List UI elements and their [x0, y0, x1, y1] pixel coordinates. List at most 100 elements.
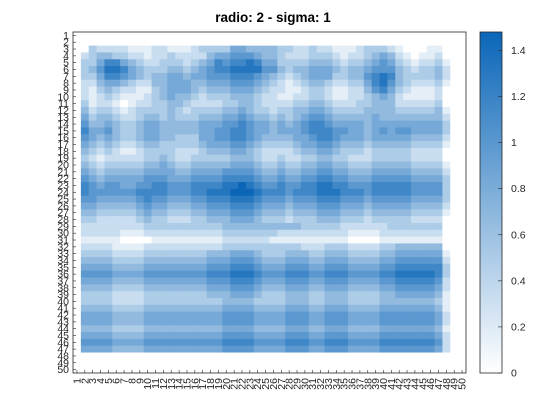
heatmap-cell [434, 243, 443, 251]
heatmap-cell [371, 222, 380, 231]
heatmap-cell [434, 188, 443, 197]
x-tick-label: 14 [174, 378, 186, 390]
heatmap-cell [269, 338, 278, 347]
heatmap-cell [245, 202, 255, 210]
heatmap-cell [285, 93, 294, 101]
heatmap-cell [175, 113, 184, 122]
heatmap-cell [371, 345, 380, 353]
heatmap-cell [190, 141, 200, 149]
heatmap-cell [253, 147, 263, 156]
heatmap-cell [285, 107, 294, 115]
heatmap-cell [214, 236, 223, 244]
heatmap-cell [332, 86, 341, 94]
heatmap-cell [308, 38, 318, 47]
heatmap-cell [418, 134, 428, 142]
heatmap-cell [418, 291, 428, 299]
heatmap-cell [316, 175, 325, 183]
heatmap-cell [355, 325, 365, 333]
heatmap-cell [80, 120, 90, 128]
heatmap-cell [410, 195, 420, 203]
heatmap-cell [410, 263, 420, 272]
heatmap-cell [387, 93, 396, 101]
heatmap-cell [418, 66, 428, 74]
heatmap-cell [340, 325, 349, 333]
heatmap-cell [293, 318, 302, 326]
heatmap-cell [167, 107, 176, 115]
heatmap-cell [387, 338, 396, 347]
heatmap-cell [151, 120, 160, 128]
heatmap-cell [277, 45, 286, 53]
heatmap-cell [151, 134, 160, 142]
heatmap-cell [159, 325, 168, 333]
heatmap-cell [112, 188, 121, 197]
heatmap-cell [403, 263, 412, 272]
heatmap-cell [253, 127, 263, 135]
heatmap-cell [458, 107, 467, 115]
heatmap-cell [308, 32, 318, 40]
heatmap-cell [442, 263, 451, 272]
heatmap-cell [442, 250, 451, 258]
heatmap-cell [293, 154, 302, 162]
heatmap-cell [230, 175, 239, 183]
heatmap-cell [190, 325, 200, 333]
heatmap-cell [450, 304, 459, 313]
heatmap-cell [167, 154, 176, 162]
heatmap-cell [112, 134, 121, 142]
heatmap-cell [175, 59, 184, 67]
heatmap-cell [450, 182, 459, 190]
y-tick-label: 2 [63, 37, 69, 49]
heatmap-cell [355, 79, 365, 87]
heatmap-cell [332, 38, 341, 47]
heatmap-cell [340, 202, 349, 210]
heatmap-cell [261, 113, 270, 122]
heatmap-cell [379, 345, 388, 353]
heatmap-cell [387, 86, 396, 94]
heatmap-cell [143, 297, 152, 306]
heatmap-cell [112, 175, 121, 183]
heatmap-cell [80, 93, 90, 101]
heatmap-cell [190, 107, 200, 115]
heatmap-cell [379, 93, 388, 101]
heatmap-cell [458, 338, 467, 347]
heatmap-cell [159, 284, 168, 292]
heatmap-cell [175, 338, 184, 347]
heatmap-cell [308, 359, 318, 367]
heatmap-cell [190, 188, 200, 197]
heatmap-cell [261, 304, 270, 313]
heatmap-cell [293, 229, 302, 237]
heatmap-cell [340, 38, 349, 47]
heatmap-cell [261, 86, 270, 94]
heatmap-cell [403, 243, 412, 251]
heatmap-cell [135, 345, 145, 353]
heatmap-cell [324, 325, 333, 333]
heatmap-cell [277, 338, 286, 347]
heatmap-cell [183, 38, 192, 47]
heatmap-cell [395, 182, 404, 190]
heatmap-cell [300, 209, 310, 217]
heatmap-cell [285, 134, 294, 142]
heatmap-cell [120, 284, 129, 292]
heatmap-cell [379, 66, 388, 74]
heatmap-cell [128, 52, 137, 60]
heatmap-cell [151, 216, 160, 224]
heatmap-cell [96, 257, 105, 265]
heatmap-cell [418, 120, 428, 128]
heatmap-cell [245, 209, 255, 217]
heatmap-cell [230, 352, 239, 360]
heatmap-cell [324, 107, 333, 115]
heatmap-cell [222, 222, 231, 231]
heatmap-cell [332, 222, 341, 231]
y-tick-label: 50 [57, 364, 69, 376]
heatmap-cell [418, 277, 428, 285]
heatmap-cell [450, 147, 459, 156]
y-tick-label: 14 [57, 119, 69, 131]
heatmap-cell [143, 291, 152, 299]
heatmap-cell [450, 209, 459, 217]
heatmap-cell [151, 93, 160, 101]
heatmap-cell [379, 195, 388, 203]
heatmap-cell [112, 332, 121, 340]
heatmap-cell [332, 72, 341, 81]
heatmap-cell [410, 93, 420, 101]
heatmap-cell [348, 338, 357, 347]
heatmap-cell [332, 195, 341, 203]
